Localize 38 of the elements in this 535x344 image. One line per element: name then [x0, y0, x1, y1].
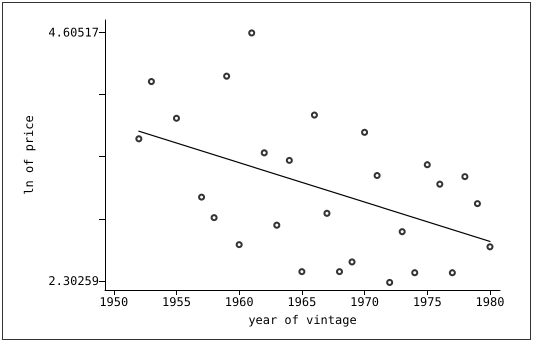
point: [260, 149, 268, 156]
point: [172, 114, 180, 122]
point: [348, 258, 356, 266]
point: [374, 172, 381, 180]
point: [236, 241, 243, 248]
x-tick-label: 1965: [287, 295, 316, 309]
point: [210, 214, 218, 222]
point: [148, 78, 155, 86]
point: [436, 180, 444, 188]
point: [135, 135, 142, 142]
point: [474, 200, 481, 208]
point: [448, 269, 456, 276]
x-axis-title: year of vintage: [248, 313, 357, 327]
x-tick-label: 1960: [224, 295, 254, 309]
y-tick-label: 2.30259: [48, 274, 99, 288]
point: [461, 173, 468, 180]
y-tick-label: 4.60517: [48, 25, 99, 40]
point: [298, 268, 306, 276]
point: [398, 228, 406, 236]
x-tick-label: 1975: [412, 295, 442, 309]
point: [411, 269, 418, 276]
point: [486, 243, 494, 250]
point: [273, 222, 280, 229]
point: [286, 156, 293, 164]
point: [323, 210, 330, 217]
point: [248, 29, 256, 36]
point: [386, 278, 394, 286]
point: [336, 268, 343, 276]
point: [424, 161, 431, 168]
point: [361, 128, 368, 136]
x-tick-label: 1970: [350, 295, 380, 309]
point: [310, 112, 318, 119]
x-tick-label: 1950: [99, 295, 128, 309]
x-tick-label: 1980: [476, 295, 504, 309]
x-tick-label: 1955: [162, 295, 191, 309]
y-axis-title: ln of price: [22, 115, 36, 195]
point: [198, 194, 206, 201]
point: [223, 72, 230, 80]
